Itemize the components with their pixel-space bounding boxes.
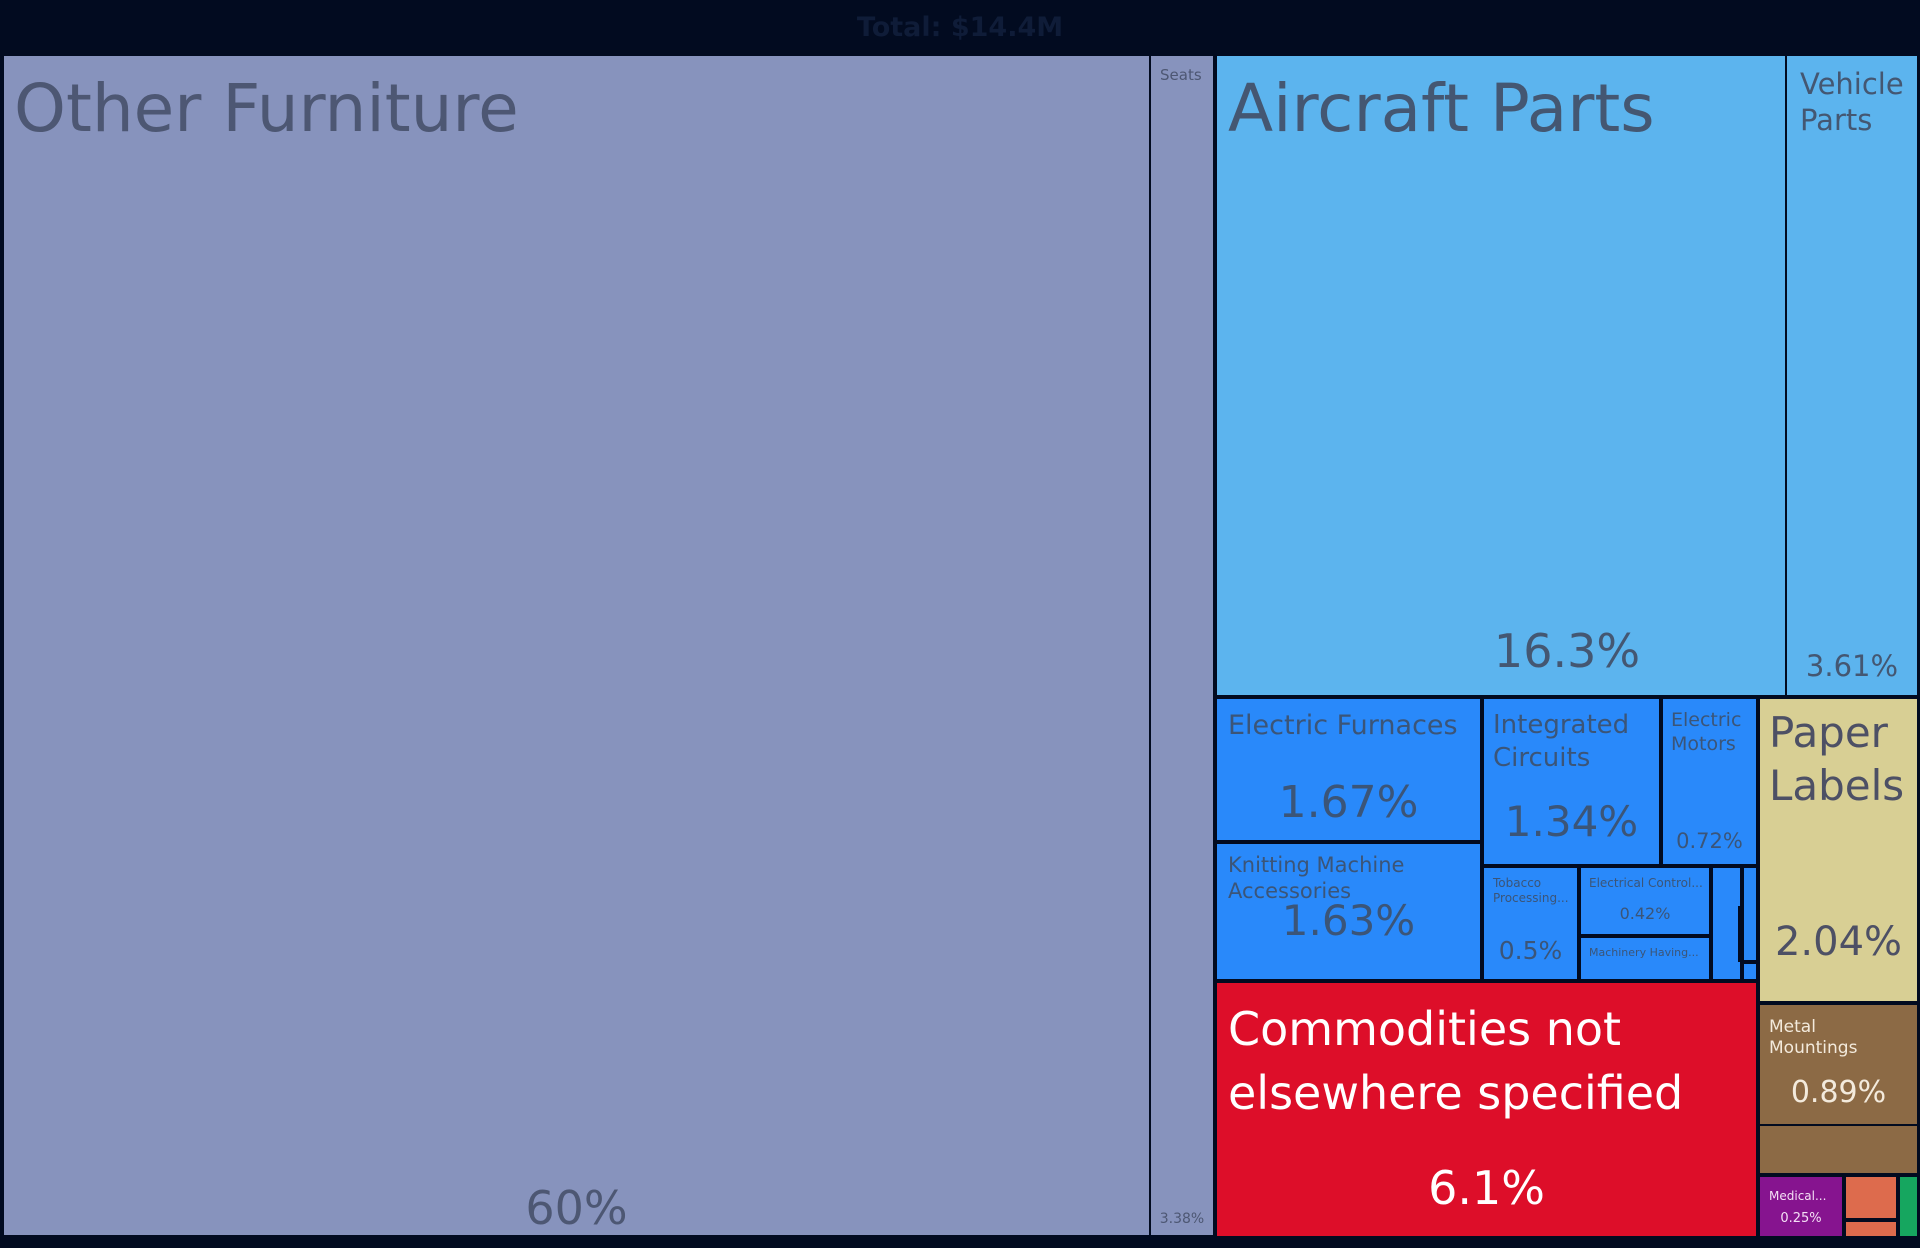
- tile-commodities-not-elsewhere-specified[interactable]: Commodities not elsewhere specified 6.1%: [1215, 981, 1758, 1238]
- tile-label: Integrated Circuits: [1493, 710, 1630, 773]
- tile-value: 0.5%: [1498, 936, 1563, 965]
- tile-label: Vehicle Parts: [1800, 67, 1904, 138]
- tile-label: Machinery Having...: [1589, 946, 1699, 959]
- tile-tobacco-processing[interactable]: Tobacco Processing... 0.5%: [1482, 866, 1579, 981]
- tile-value: 60%: [525, 1181, 628, 1235]
- tile-label: Tobacco Processing...: [1493, 876, 1569, 905]
- tile-knitting-machine-accessories[interactable]: Knitting Machine Accessories 1.63%: [1215, 842, 1482, 981]
- tile-medical[interactable]: Medical... 0.25%: [1758, 1175, 1844, 1238]
- tile-other-furniture[interactable]: Other Furniture 60%: [2, 54, 1151, 1237]
- tile-label: Electric Motors: [1671, 709, 1742, 755]
- tile-value: 0.72%: [1676, 829, 1743, 853]
- tile-machinery-having[interactable]: Machinery Having...: [1579, 936, 1711, 981]
- tile-electric-furnaces[interactable]: Electric Furnaces 1.67%: [1215, 697, 1482, 842]
- tile-value: 6.1%: [1428, 1161, 1545, 1215]
- tile-label: Seats: [1160, 66, 1202, 84]
- tile-label: Aircraft Parts: [1228, 70, 1655, 147]
- tile-divider: [1738, 906, 1740, 962]
- tile-label: Paper Labels: [1769, 708, 1905, 810]
- tile-integrated-circuits[interactable]: Integrated Circuits 1.34%: [1482, 697, 1661, 866]
- tile-value: 0.42%: [1619, 904, 1671, 923]
- tile-value: 1.67%: [1278, 777, 1419, 828]
- tile-small-machinery-0[interactable]: [1711, 866, 1742, 981]
- chart-header: Total: $14.4M: [0, 0, 1920, 54]
- tile-label: Electrical Control...: [1589, 876, 1703, 890]
- tile-value: 0.89%: [1790, 1075, 1887, 1110]
- tile-value: 3.38%: [1159, 1211, 1205, 1227]
- tile-value: 0.25%: [1780, 1211, 1822, 1226]
- tile-electric-motors[interactable]: Electric Motors 0.72%: [1661, 697, 1758, 866]
- tile-vehicle-parts[interactable]: Vehicle Parts 3.61%: [1785, 54, 1919, 697]
- tile-seats[interactable]: Seats 3.38%: [1149, 54, 1215, 1237]
- tile-small-machinery-2[interactable]: [1742, 962, 1758, 981]
- tile-label: Metal Mountings: [1769, 1017, 1858, 1059]
- tile-value: 16.3%: [1493, 624, 1641, 678]
- tile-label: Commodities not elsewhere specified: [1228, 1002, 1684, 1121]
- total-label: Total: $14.4M: [856, 11, 1064, 43]
- tile-value: 1.34%: [1504, 797, 1639, 846]
- tile-label: Electric Furnaces: [1228, 710, 1458, 741]
- tile-small-plastics-4[interactable]: [1844, 1175, 1898, 1220]
- tile-value: 3.61%: [1805, 649, 1899, 683]
- tile-label: Knitting Machine Accessories: [1228, 853, 1405, 904]
- tile-label: Medical...: [1769, 1189, 1827, 1203]
- tile-small-machinery-1[interactable]: [1742, 866, 1758, 962]
- tile-small-plastics-5[interactable]: [1844, 1220, 1898, 1238]
- tile-value: 1.63%: [1281, 896, 1416, 945]
- tile-small-vegetable-products-6[interactable]: [1898, 1175, 1919, 1238]
- tile-small-metals-3[interactable]: [1758, 1124, 1919, 1175]
- tile-label: Other Furniture: [14, 70, 519, 147]
- tile-value: 2.04%: [1774, 919, 1903, 965]
- tile-paper-labels[interactable]: Paper Labels 2.04%: [1758, 697, 1919, 1003]
- tile-electrical-control[interactable]: Electrical Control... 0.42%: [1579, 866, 1711, 936]
